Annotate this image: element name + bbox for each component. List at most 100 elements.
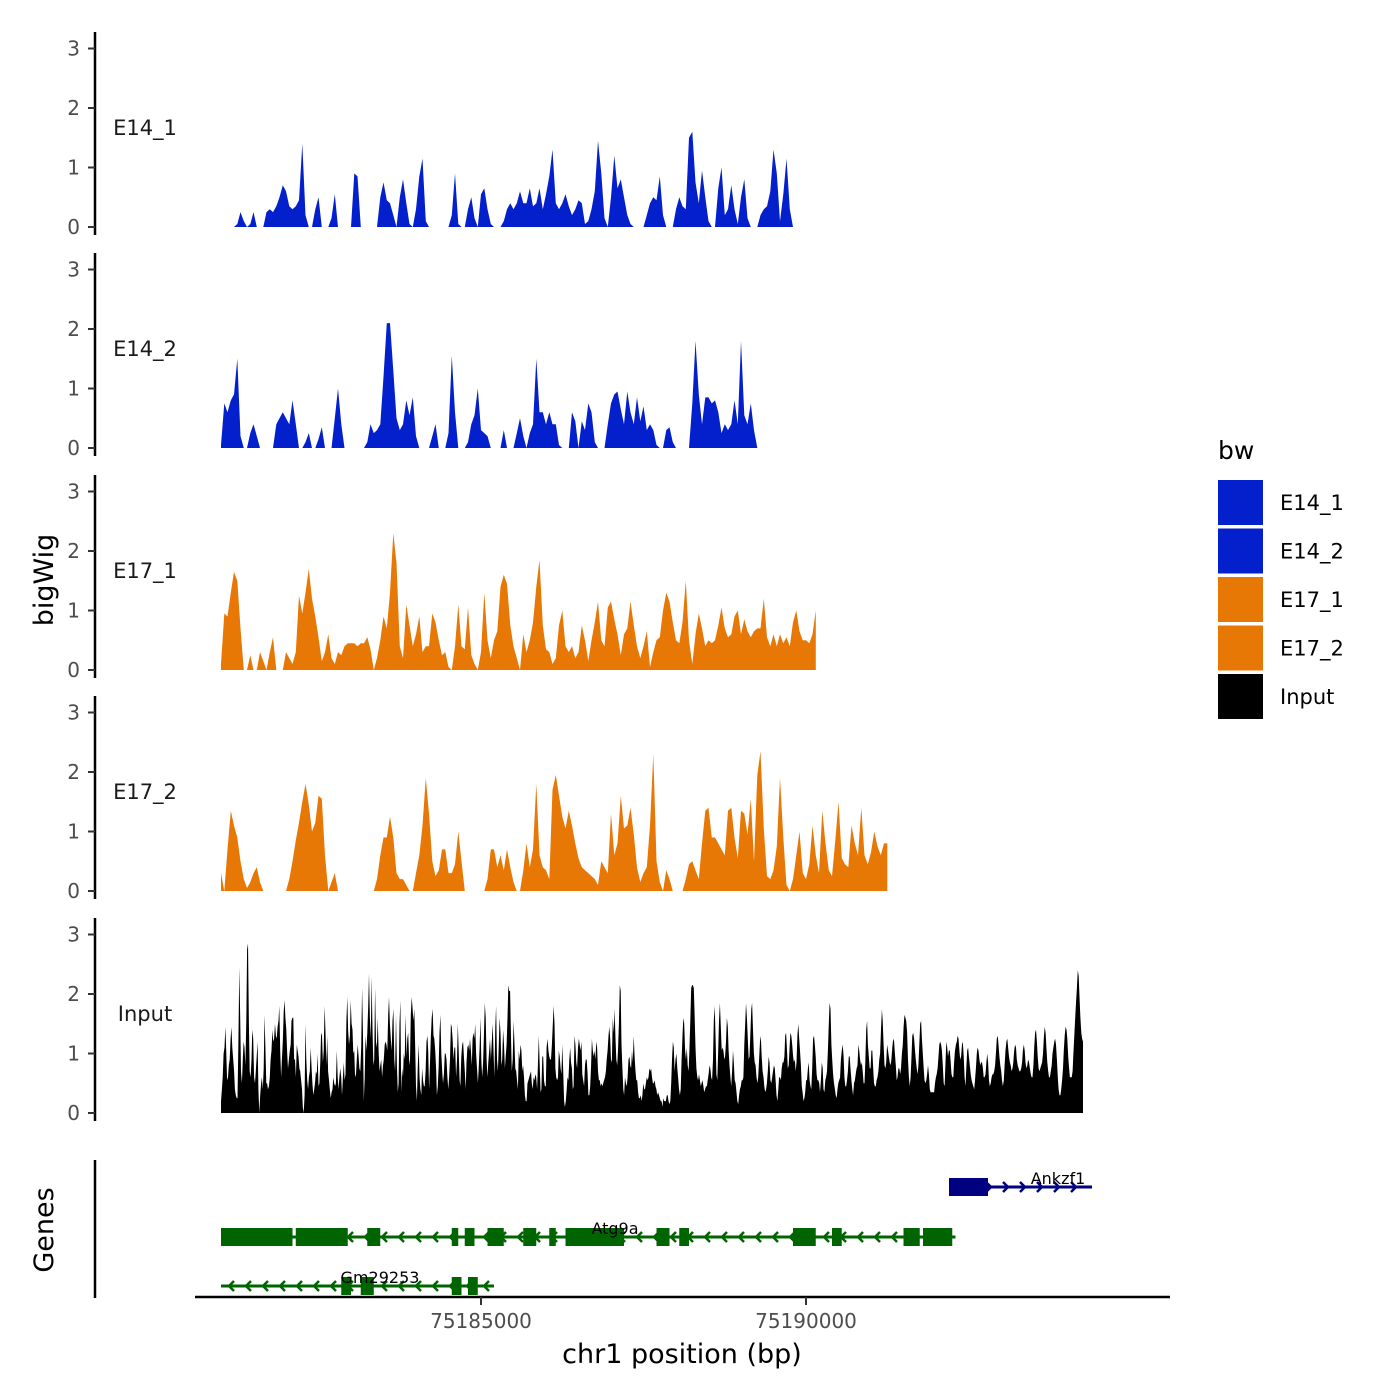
strand-chevron bbox=[295, 1280, 303, 1292]
legend-swatch bbox=[1218, 480, 1263, 525]
genes-panel: Ankzf1 Atg9a Gm29253 bbox=[93, 1160, 1092, 1298]
strand-chevron bbox=[669, 1231, 677, 1243]
strand-chevron bbox=[703, 1231, 711, 1243]
exon bbox=[565, 1228, 624, 1246]
strand-chevron bbox=[890, 1231, 898, 1243]
exon bbox=[793, 1228, 816, 1246]
strand-chevron bbox=[822, 1231, 830, 1243]
x-tick-label: 75190000 bbox=[755, 1309, 857, 1333]
strand-chevron bbox=[873, 1231, 881, 1243]
strand-chevron bbox=[754, 1231, 762, 1243]
y-tick-label: 1 bbox=[67, 820, 80, 844]
legend-title: bw bbox=[1218, 436, 1254, 465]
legend-label: E17_2 bbox=[1280, 637, 1344, 662]
exon bbox=[679, 1228, 689, 1246]
strand-chevron bbox=[1036, 1181, 1044, 1193]
y-tick-label: 0 bbox=[67, 879, 80, 903]
strand-chevron bbox=[856, 1231, 864, 1243]
exon bbox=[367, 1228, 381, 1246]
strand-chevron bbox=[482, 1231, 490, 1243]
exon bbox=[923, 1228, 953, 1246]
strand-chevron bbox=[737, 1231, 745, 1243]
legend-swatch bbox=[1218, 528, 1263, 574]
track-label: E14_2 bbox=[113, 337, 177, 362]
legend-label: E14_1 bbox=[1280, 491, 1344, 516]
strand-chevron bbox=[397, 1231, 405, 1243]
exon bbox=[221, 1228, 293, 1246]
strand-chevron bbox=[1019, 1181, 1027, 1193]
x-axis-title: chr1 position (bp) bbox=[562, 1339, 802, 1370]
strand-chevron bbox=[312, 1280, 320, 1292]
strand-chevron bbox=[414, 1280, 422, 1292]
track-input: 0 1 2 3 Input bbox=[67, 918, 1083, 1125]
bigwig-tracks: 0 1 2 3 E14_1 0 1 2 3 E14_2 0 1 2 3 E17_1 0 1 2 3 E17_2 0 1 2 3… bbox=[67, 32, 1083, 1125]
strand-chevron bbox=[1002, 1181, 1010, 1193]
legend-item-e17_2: E17_2 bbox=[1218, 625, 1344, 671]
gene-label: Ankzf1 bbox=[1031, 1169, 1086, 1188]
strand-chevron bbox=[329, 1280, 337, 1292]
y-tick-label: 3 bbox=[67, 480, 80, 504]
exon bbox=[949, 1178, 988, 1196]
y-tick-label: 2 bbox=[67, 982, 80, 1006]
track-label: E14_1 bbox=[113, 116, 177, 141]
strand-chevron bbox=[278, 1280, 286, 1292]
track-label: E17_1 bbox=[113, 559, 177, 584]
y-tick-label: 2 bbox=[67, 760, 80, 784]
signal-area-e14_2 bbox=[221, 323, 758, 448]
legend-label: E17_1 bbox=[1280, 588, 1344, 613]
y-tick-label: 1 bbox=[67, 156, 80, 180]
y-tick-label: 0 bbox=[67, 658, 80, 682]
strand-chevron bbox=[414, 1231, 422, 1243]
legend-swatch bbox=[1218, 577, 1263, 622]
legend-label: Input bbox=[1280, 685, 1334, 709]
strand-chevron bbox=[1053, 1181, 1061, 1193]
gene-label: Gm29253 bbox=[341, 1268, 420, 1287]
y-tick-label: 2 bbox=[67, 539, 80, 563]
track-label: Input bbox=[118, 1002, 172, 1026]
track-e14_1: 0 1 2 3 E14_1 bbox=[67, 32, 793, 239]
exon bbox=[295, 1228, 348, 1246]
strand-chevron bbox=[261, 1280, 269, 1292]
legend-item-input: Input bbox=[1218, 674, 1334, 719]
exon bbox=[341, 1277, 351, 1295]
gene-ankzf1: Ankzf1 bbox=[949, 1169, 1092, 1196]
legend-label: E14_2 bbox=[1280, 540, 1344, 565]
x-axis: 75185000 75190000 bbox=[195, 1295, 1170, 1333]
strand-chevron bbox=[516, 1231, 524, 1243]
y-tick-label: 0 bbox=[67, 215, 80, 239]
legend-item-e14_2: E14_2 bbox=[1218, 528, 1344, 574]
strand-chevron bbox=[431, 1280, 439, 1292]
exon bbox=[468, 1277, 478, 1295]
y-tick-label: 3 bbox=[67, 701, 80, 725]
strand-chevron bbox=[1070, 1181, 1078, 1193]
legend-swatch bbox=[1218, 625, 1263, 671]
exon bbox=[451, 1228, 459, 1246]
legend-swatch bbox=[1218, 674, 1263, 719]
exon bbox=[832, 1228, 842, 1246]
strand-chevron bbox=[227, 1280, 235, 1292]
exon bbox=[487, 1228, 504, 1246]
track-e17_2: 0 1 2 3 E17_2 bbox=[67, 696, 888, 903]
y-tick-label: 1 bbox=[67, 1042, 80, 1066]
signal-area-e17_1 bbox=[221, 533, 816, 670]
y-tick-label: 0 bbox=[67, 436, 80, 460]
strand-chevron bbox=[720, 1231, 728, 1243]
genes-axis-title: Genes bbox=[29, 1187, 60, 1272]
strand-chevron bbox=[482, 1280, 490, 1292]
strand-chevron bbox=[244, 1280, 252, 1292]
track-e14_2: 0 1 2 3 E14_2 bbox=[67, 253, 758, 460]
exon bbox=[451, 1277, 462, 1295]
y-tick-label: 1 bbox=[67, 599, 80, 623]
strand-chevron bbox=[380, 1280, 388, 1292]
legend-item-e17_1: E17_1 bbox=[1218, 577, 1344, 622]
strand-chevron bbox=[635, 1231, 643, 1243]
y-tick-label: 3 bbox=[67, 37, 80, 61]
gene-label: Atg9a bbox=[591, 1219, 638, 1238]
exon bbox=[903, 1228, 920, 1246]
y-tick-label: 3 bbox=[67, 923, 80, 947]
x-tick-label: 75185000 bbox=[430, 1309, 532, 1333]
signal-area-input bbox=[221, 943, 1083, 1113]
strand-chevron bbox=[346, 1231, 354, 1243]
